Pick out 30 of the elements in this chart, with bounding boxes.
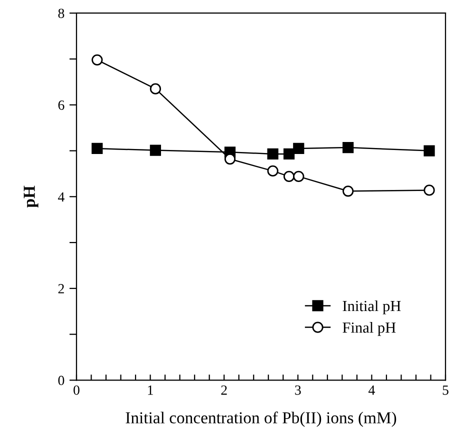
y-axis-title: pH xyxy=(24,186,38,208)
point xyxy=(293,170,304,182)
point xyxy=(92,142,103,154)
point xyxy=(424,145,435,156)
point xyxy=(224,153,236,165)
x-tick-label: 5 xyxy=(442,386,448,395)
point xyxy=(267,148,278,160)
legend-label: Final pH xyxy=(342,322,396,336)
x-tick-label: 0 xyxy=(74,385,80,395)
point xyxy=(92,54,103,66)
x-tick-label: 1 xyxy=(148,386,153,395)
point xyxy=(150,83,162,94)
legend-label: Initial pH xyxy=(342,300,401,314)
y-tick-label: 6 xyxy=(58,100,64,110)
x-tick-label: 2 xyxy=(221,385,227,395)
point xyxy=(267,165,278,177)
x-tick-label: 3 xyxy=(295,385,301,395)
point xyxy=(293,142,304,154)
x-tick-label: 4 xyxy=(368,386,375,395)
y-tick-label: 2 xyxy=(58,284,64,294)
x-axis-title: Initial concentration of Pb(II) ions (mM) xyxy=(126,412,396,427)
point xyxy=(283,148,295,160)
y-tick-label: 4 xyxy=(58,192,64,202)
point xyxy=(283,170,295,182)
y-tick-label: 8 xyxy=(58,8,64,18)
point xyxy=(342,142,354,154)
y-tick-label: 0 xyxy=(58,376,64,386)
point xyxy=(342,186,354,197)
point xyxy=(150,144,162,156)
point xyxy=(424,184,435,196)
